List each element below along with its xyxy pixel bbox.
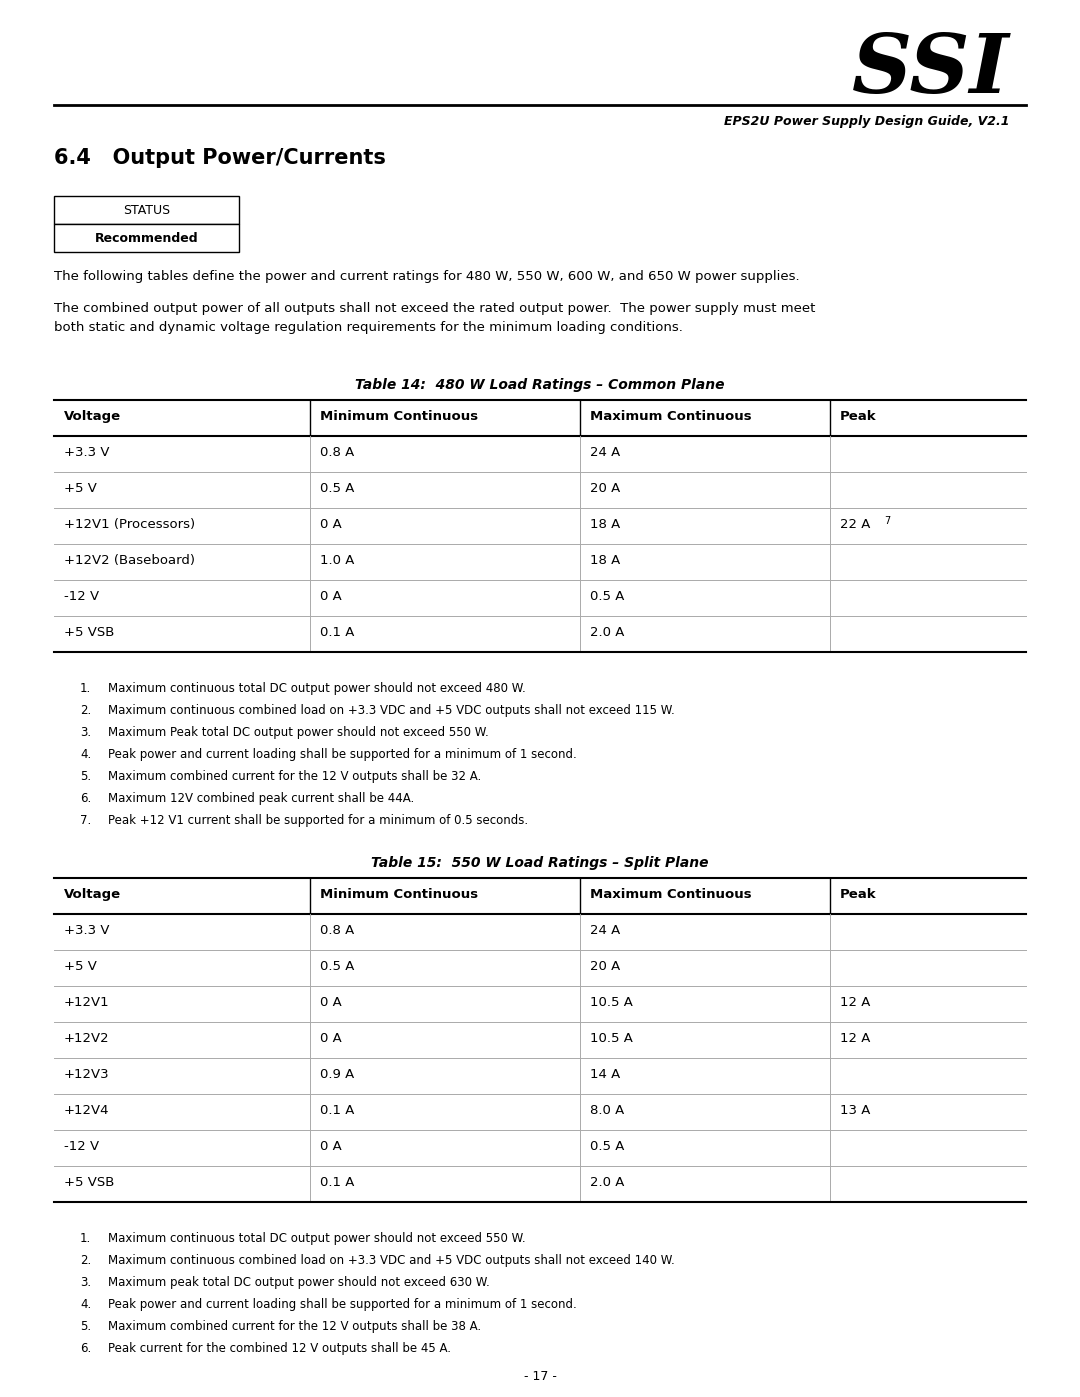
Text: 0.1 A: 0.1 A [320,1176,354,1189]
Text: 4.: 4. [80,1298,91,1310]
Text: Maximum peak total DC output power should not exceed 630 W.: Maximum peak total DC output power shoul… [108,1275,489,1289]
Text: 5.: 5. [80,1320,91,1333]
Text: The combined output power of all outputs shall not exceed the rated output power: The combined output power of all outputs… [54,302,815,334]
Text: 0.1 A: 0.1 A [320,626,354,638]
Text: 12 A: 12 A [840,996,870,1009]
Text: 0.8 A: 0.8 A [320,446,354,460]
Text: Maximum continuous total DC output power should not exceed 550 W.: Maximum continuous total DC output power… [108,1232,526,1245]
Text: 0.9 A: 0.9 A [320,1067,354,1081]
Text: +12V4: +12V4 [64,1104,109,1118]
Text: 2.0 A: 2.0 A [590,626,624,638]
Text: 2.: 2. [80,1255,91,1267]
Text: -12 V: -12 V [64,590,99,604]
Text: 8.0 A: 8.0 A [590,1104,624,1118]
Text: 1.0 A: 1.0 A [320,555,354,567]
Text: 0.5 A: 0.5 A [590,590,624,604]
Text: 0.5 A: 0.5 A [320,482,354,495]
Text: 13 A: 13 A [840,1104,870,1118]
Text: 0.1 A: 0.1 A [320,1104,354,1118]
Text: 18 A: 18 A [590,518,620,531]
Text: Table 15:  550 W Load Ratings – Split Plane: Table 15: 550 W Load Ratings – Split Pla… [372,856,708,870]
Text: -12 V: -12 V [64,1140,99,1153]
Text: +5 VSB: +5 VSB [64,1176,114,1189]
Text: 0.5 A: 0.5 A [590,1140,624,1153]
Text: 0 A: 0 A [320,518,341,531]
Text: Maximum Continuous: Maximum Continuous [590,409,752,423]
Text: 24 A: 24 A [590,446,620,460]
Text: +12V2: +12V2 [64,1032,110,1045]
Bar [54,196,239,224]
Text: 2.0 A: 2.0 A [590,1176,624,1189]
Text: Peak: Peak [840,409,877,423]
Text: 0 A: 0 A [320,996,341,1009]
Text: 24 A: 24 A [590,923,620,937]
Text: 6.4   Output Power/Currents: 6.4 Output Power/Currents [54,148,386,168]
Bar [54,224,239,251]
Text: Table 14:  480 W Load Ratings – Common Plane: Table 14: 480 W Load Ratings – Common Pl… [355,379,725,393]
Text: 7.: 7. [80,814,91,827]
Text: 7: 7 [885,515,890,527]
Text: Recommended: Recommended [95,232,199,244]
Text: 6.: 6. [80,792,91,805]
Text: 18 A: 18 A [590,555,620,567]
Text: +12V1: +12V1 [64,996,110,1009]
Text: Maximum continuous combined load on +3.3 VDC and +5 VDC outputs shall not exceed: Maximum continuous combined load on +3.3… [108,704,675,717]
Text: 3.: 3. [80,1275,91,1289]
Text: +12V2 (Baseboard): +12V2 (Baseboard) [64,555,195,567]
Text: Peak: Peak [840,888,877,901]
Text: Voltage: Voltage [64,888,121,901]
Text: 10.5 A: 10.5 A [590,996,633,1009]
Text: Maximum continuous total DC output power should not exceed 480 W.: Maximum continuous total DC output power… [108,682,526,694]
Text: 1.: 1. [80,682,91,694]
Text: Peak +12 V1 current shall be supported for a minimum of 0.5 seconds.: Peak +12 V1 current shall be supported f… [108,814,528,827]
Text: Peak power and current loading shall be supported for a minimum of 1 second.: Peak power and current loading shall be … [108,747,577,761]
Text: Maximum combined current for the 12 V outputs shall be 32 A.: Maximum combined current for the 12 V ou… [108,770,482,782]
Text: Maximum continuous combined load on +3.3 VDC and +5 VDC outputs shall not exceed: Maximum continuous combined load on +3.3… [108,1255,675,1267]
Text: 0 A: 0 A [320,1032,341,1045]
Text: 12 A: 12 A [840,1032,870,1045]
Text: 0.5 A: 0.5 A [320,960,354,972]
Text: +5 V: +5 V [64,482,97,495]
Text: Maximum Continuous: Maximum Continuous [590,888,752,901]
Text: Maximum 12V combined peak current shall be 44A.: Maximum 12V combined peak current shall … [108,792,415,805]
Text: - 17 -: - 17 - [524,1370,556,1383]
Text: SSI: SSI [852,29,1010,110]
Text: +3.3 V: +3.3 V [64,446,109,460]
Text: 1.: 1. [80,1232,91,1245]
Text: Peak power and current loading shall be supported for a minimum of 1 second.: Peak power and current loading shall be … [108,1298,577,1310]
Text: 10.5 A: 10.5 A [590,1032,633,1045]
Text: Maximum Peak total DC output power should not exceed 550 W.: Maximum Peak total DC output power shoul… [108,726,489,739]
Text: The following tables define the power and current ratings for 480 W, 550 W, 600 : The following tables define the power an… [54,270,799,284]
Text: 0 A: 0 A [320,1140,341,1153]
Text: Maximum combined current for the 12 V outputs shall be 38 A.: Maximum combined current for the 12 V ou… [108,1320,481,1333]
Text: 0 A: 0 A [320,590,341,604]
Text: 2.: 2. [80,704,91,717]
Text: 5.: 5. [80,770,91,782]
Text: +3.3 V: +3.3 V [64,923,109,937]
Text: 3.: 3. [80,726,91,739]
Text: 0.8 A: 0.8 A [320,923,354,937]
Text: 22 A: 22 A [840,518,870,531]
Text: STATUS: STATUS [123,204,170,217]
Text: EPS2U Power Supply Design Guide, V2.1: EPS2U Power Supply Design Guide, V2.1 [725,115,1010,129]
Text: Minimum Continuous: Minimum Continuous [320,409,478,423]
Text: Voltage: Voltage [64,409,121,423]
Text: +5 V: +5 V [64,960,97,972]
Text: +12V3: +12V3 [64,1067,110,1081]
Text: 20 A: 20 A [590,482,620,495]
Text: Peak current for the combined 12 V outputs shall be 45 A.: Peak current for the combined 12 V outpu… [108,1343,451,1355]
Text: 14 A: 14 A [590,1067,620,1081]
Text: 6.: 6. [80,1343,91,1355]
Text: +5 VSB: +5 VSB [64,626,114,638]
Text: 20 A: 20 A [590,960,620,972]
Text: +12V1 (Processors): +12V1 (Processors) [64,518,195,531]
Text: Minimum Continuous: Minimum Continuous [320,888,478,901]
Text: 4.: 4. [80,747,91,761]
